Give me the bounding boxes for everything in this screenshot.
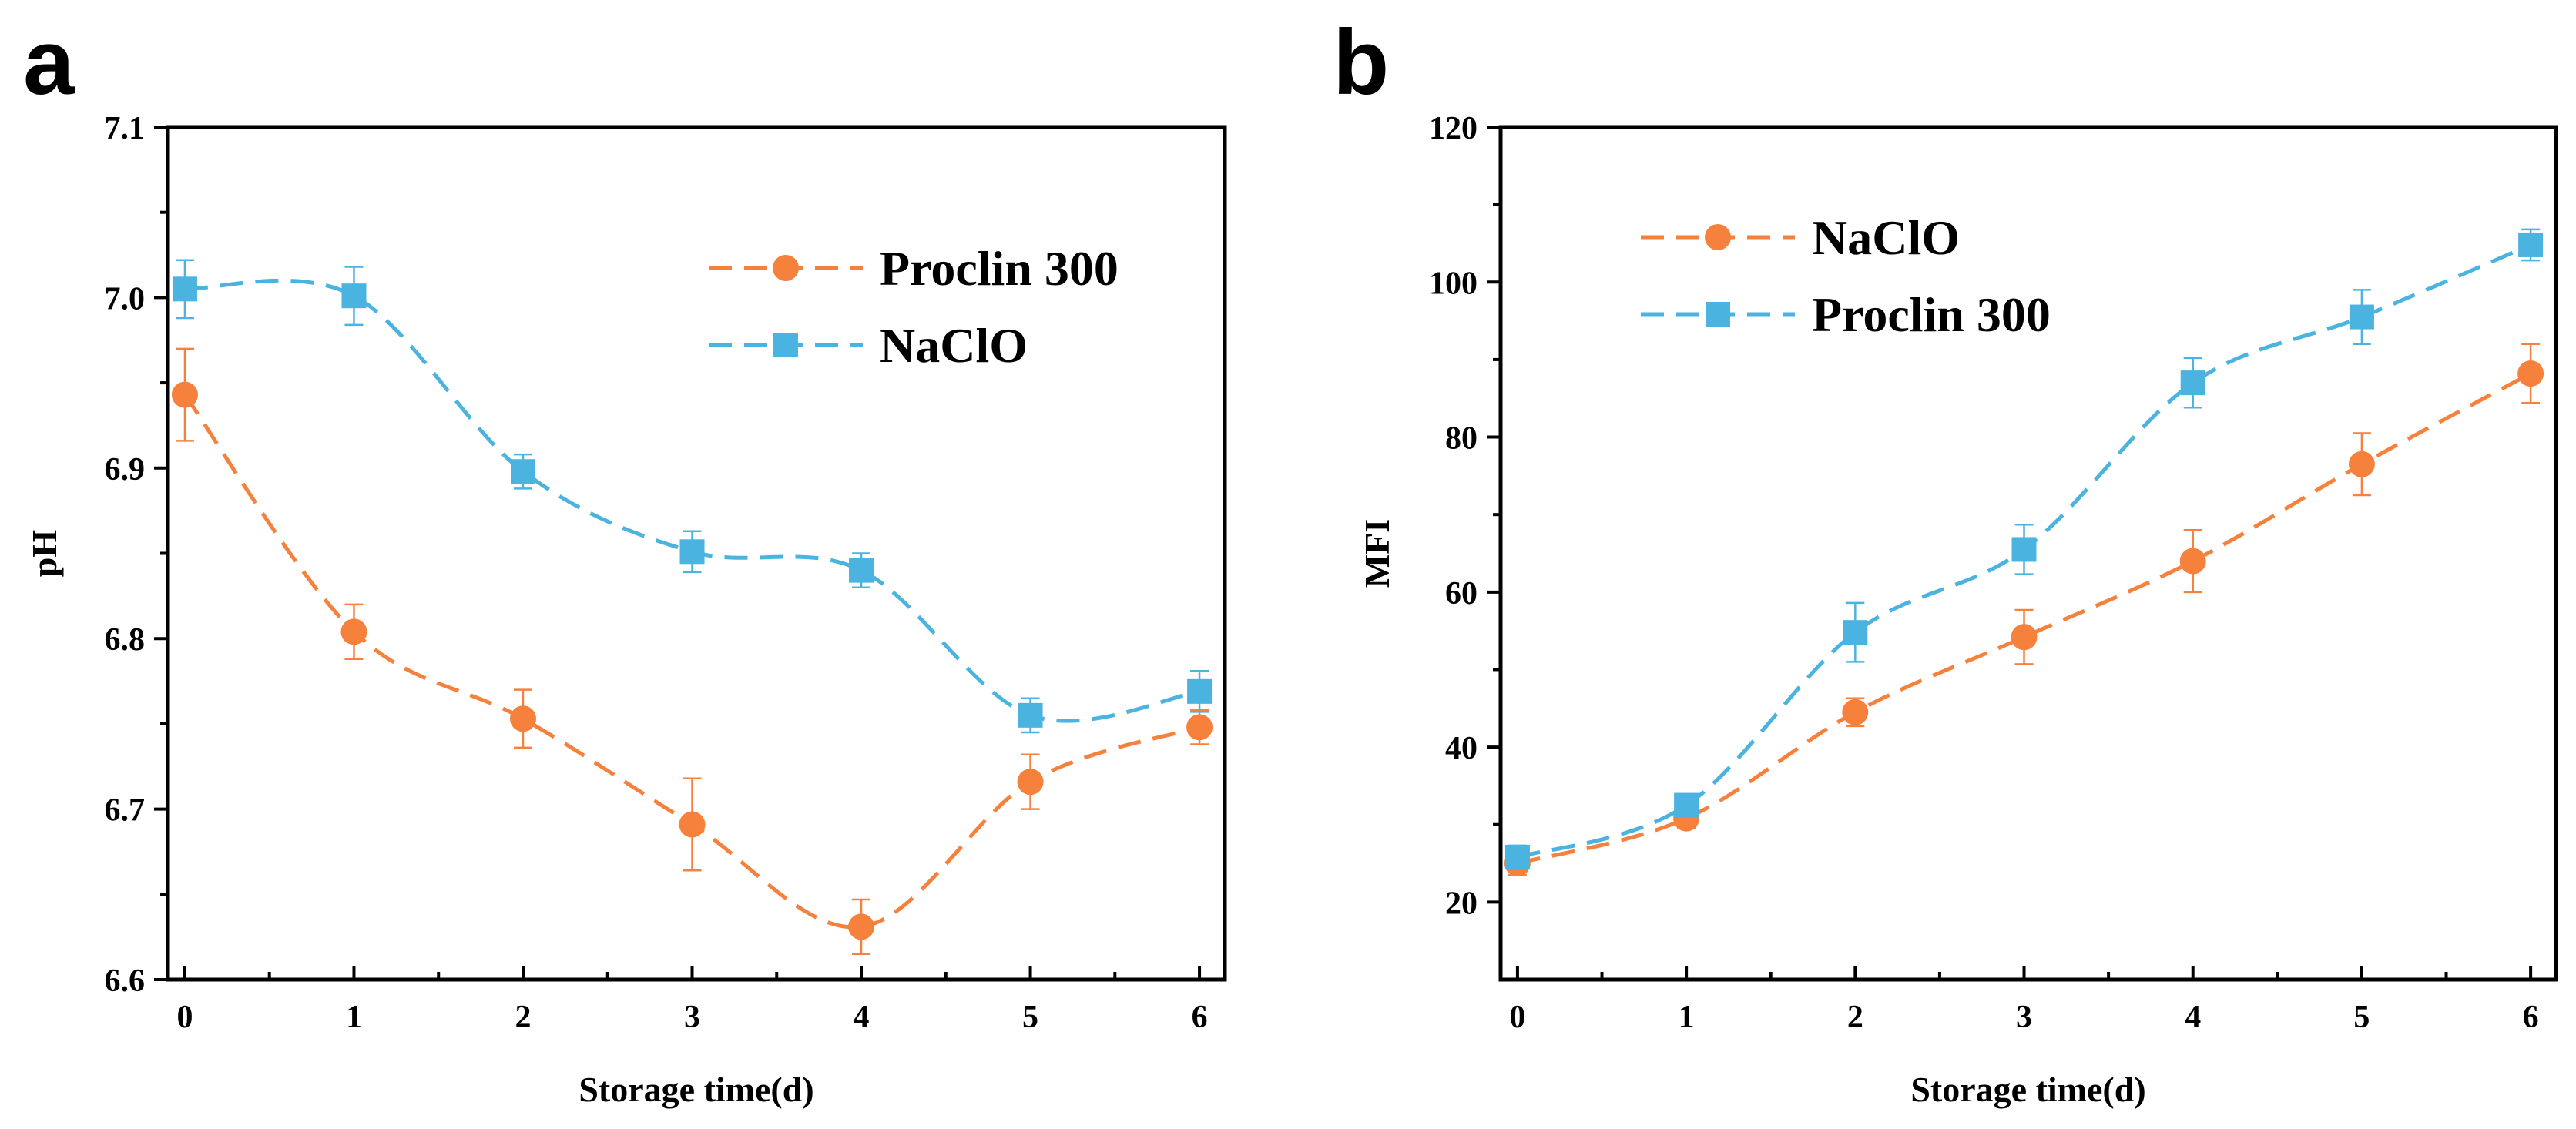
data-point xyxy=(1018,702,1043,728)
data-point xyxy=(2348,451,2375,477)
y-tick-label: 6.8 xyxy=(105,622,146,658)
data-point xyxy=(171,381,198,408)
x-tick-label: 1 xyxy=(1679,1000,1695,1035)
y-tick-label: 6.6 xyxy=(105,963,146,999)
x-tick-label: 0 xyxy=(176,1000,193,1035)
panel-letter-a: a xyxy=(23,11,75,114)
panel-letter-b: b xyxy=(1333,11,1389,114)
y-axis-title: pH xyxy=(25,530,64,578)
data-point xyxy=(2011,537,2037,562)
data-point xyxy=(679,811,706,838)
data-point xyxy=(2180,370,2205,396)
x-tick-label: 0 xyxy=(1509,1000,1525,1035)
legend-label: NaClO xyxy=(1812,210,1960,265)
data-point xyxy=(1842,699,1869,725)
x-tick-label: 5 xyxy=(1022,1000,1038,1035)
x-tick-label: 5 xyxy=(2353,1000,2370,1035)
x-tick-label: 4 xyxy=(854,1000,870,1035)
y-tick-label: 120 xyxy=(1429,111,1478,146)
data-point xyxy=(2349,304,2374,330)
data-point xyxy=(1186,714,1213,741)
series-orange xyxy=(171,347,1213,956)
legend-entry: NaClO xyxy=(1641,210,1960,265)
data-point xyxy=(679,539,705,564)
x-tick-label: 3 xyxy=(684,1000,700,1035)
x-tick-label: 2 xyxy=(515,1000,531,1035)
x-tick-label: 6 xyxy=(2523,1000,2539,1035)
legend-entry: Proclin 300 xyxy=(1641,287,2051,342)
data-point xyxy=(1674,792,1699,818)
data-point xyxy=(1187,678,1213,704)
legend-marker xyxy=(1705,224,1731,250)
data-point xyxy=(509,705,536,732)
series-blue xyxy=(1504,228,2544,870)
chart-panel-b: 0 1 2 3 4 5 6 20 40 60 80 100 120 Storage time(d) MFI N… xyxy=(1357,111,2558,1109)
y-tick-label: 100 xyxy=(1429,266,1478,301)
y-tick-label: 7.0 xyxy=(105,281,146,317)
x-tick-label: 2 xyxy=(1847,1000,1863,1035)
y-tick-label: 40 xyxy=(1445,731,1478,766)
data-point xyxy=(1017,769,1044,796)
legend-marker xyxy=(1706,302,1730,327)
x-tick-label: 3 xyxy=(2016,1000,2032,1035)
legend-marker xyxy=(773,255,799,281)
y-tick-label: 7.1 xyxy=(105,111,146,146)
y-axis-title: MFI xyxy=(1357,519,1397,588)
data-point xyxy=(1504,844,1530,869)
data-point xyxy=(340,618,367,645)
y-tick-label: 20 xyxy=(1445,886,1478,921)
series-blue xyxy=(172,259,1213,734)
legend-label: NaClO xyxy=(880,318,1028,373)
x-tick-label: 1 xyxy=(346,1000,362,1035)
legend-label: Proclin 300 xyxy=(1812,287,2051,342)
data-point xyxy=(510,459,535,484)
data-point xyxy=(172,276,197,302)
y-tick-label: 6.7 xyxy=(105,793,146,829)
x-tick-label: 4 xyxy=(2185,1000,2201,1035)
x-axis-title: Storage time(d) xyxy=(579,1070,813,1109)
y-tick-label: 6.9 xyxy=(105,452,146,487)
data-point xyxy=(848,913,875,940)
legend-marker xyxy=(773,333,798,357)
legend-entry: Proclin 300 xyxy=(709,241,1119,296)
legend-entry: NaClO xyxy=(709,318,1028,373)
legend-label: Proclin 300 xyxy=(880,241,1119,296)
y-tick-label: 80 xyxy=(1445,421,1478,457)
data-point xyxy=(2179,548,2206,575)
x-tick-label: 6 xyxy=(1192,1000,1208,1035)
data-point xyxy=(849,558,874,583)
data-point xyxy=(2518,232,2544,257)
data-point xyxy=(2517,360,2544,387)
y-tick-label: 60 xyxy=(1445,576,1478,611)
plot-frame xyxy=(1498,125,2558,982)
chart-panel-a: 0 1 2 3 4 5 6 6.6 6.7 6.8 6.9 7.0 7.1 Storage time(d)… xyxy=(25,111,1227,1109)
data-point xyxy=(2011,624,2038,651)
data-point xyxy=(1843,620,1868,645)
data-point xyxy=(341,283,367,309)
x-axis-title: Storage time(d) xyxy=(1910,1070,2145,1109)
